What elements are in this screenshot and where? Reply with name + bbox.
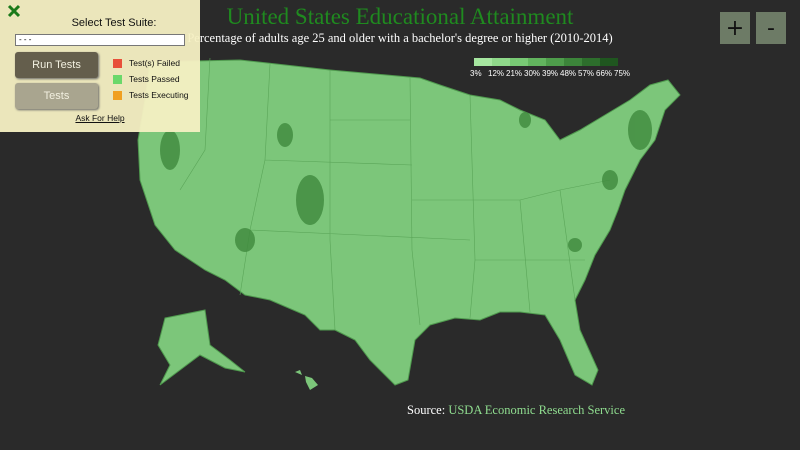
legend-item: 39% <box>542 58 564 78</box>
test-panel: Select Test Suite: - - - Run Tests Tests… <box>0 0 200 132</box>
suite-select[interactable]: - - - <box>15 34 185 46</box>
legend-swatch <box>564 58 582 66</box>
legend-label: 66% <box>596 69 613 78</box>
status-swatch <box>113 74 122 84</box>
source: Source: USDA Economic Research Service <box>407 403 625 418</box>
legend-item: 66% <box>596 58 618 78</box>
help-link[interactable]: Ask For Help <box>75 113 125 123</box>
title: United States Educational Attainment <box>226 4 574 29</box>
status-item: Test(s) Failed <box>113 58 180 68</box>
legend: 3% 12% 21% 30% 39% 48% 57% 66% 75% <box>470 58 630 78</box>
tests-button[interactable]: Tests <box>15 83 98 109</box>
legend-label: 21% <box>506 69 523 78</box>
legend-item: 30% <box>524 58 546 78</box>
status-item: Tests Executing <box>113 90 189 100</box>
legend-swatch <box>582 58 600 66</box>
legend-item: 57% <box>578 58 600 78</box>
close-icon[interactable] <box>7 4 21 18</box>
legend-swatch <box>492 58 510 66</box>
dark-patches <box>160 110 652 252</box>
legend-item: 21% <box>506 58 528 78</box>
panel-heading: Select Test Suite: <box>71 17 157 29</box>
legend-swatch <box>510 58 528 66</box>
legend-swatch <box>528 58 546 66</box>
legend-swatch <box>546 58 564 66</box>
legend-label: 48% <box>560 69 577 78</box>
legend-swatch <box>600 58 618 66</box>
status-item: Tests Passed <box>113 74 180 84</box>
alaska <box>157 309 246 386</box>
source-link[interactable]: USDA Economic Research Service <box>448 403 625 417</box>
legend-label: 75% <box>614 69 631 78</box>
legend-item: 12% <box>488 58 510 78</box>
run-tests-button[interactable]: Run Tests <box>15 52 98 78</box>
legend-label: 30% <box>524 69 541 78</box>
hawaii <box>295 370 318 390</box>
source-prefix: Source: <box>407 403 446 417</box>
status-label: Tests Executing <box>129 90 189 100</box>
legend-label: 3% <box>470 69 482 78</box>
status-swatch <box>113 90 122 100</box>
status-label: Tests Passed <box>129 74 180 84</box>
status-label: Test(s) Failed <box>129 58 181 68</box>
zoom-out[interactable]: - <box>756 12 786 44</box>
legend-label: 12% <box>488 69 505 78</box>
status-swatch <box>113 58 122 68</box>
legend-label: 57% <box>578 69 595 78</box>
contiguous-us <box>137 59 681 386</box>
legend-label: 39% <box>542 69 559 78</box>
map-borders <box>179 57 611 331</box>
legend-item: 48% <box>560 58 582 78</box>
legend-swatch <box>474 58 492 66</box>
zoom-in[interactable]: + <box>720 12 750 44</box>
legend-item: 3% <box>470 58 492 78</box>
subtitle: Percentage of adults age 25 and older wi… <box>187 31 613 45</box>
